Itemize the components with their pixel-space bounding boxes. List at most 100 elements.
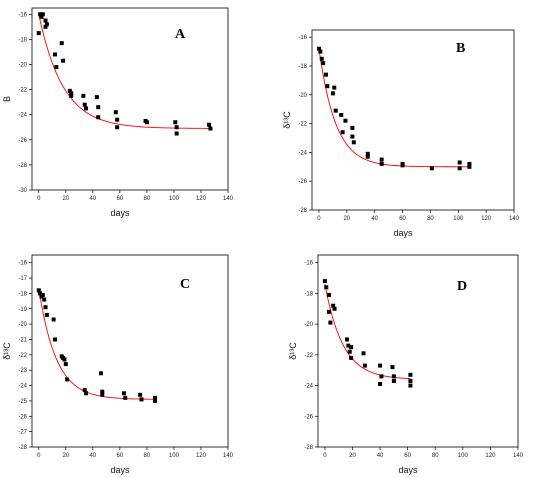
data-point — [69, 91, 74, 96]
y-tick-label: -19 — [18, 307, 27, 313]
y-tick-label: -18 — [304, 291, 313, 297]
y-tick-label: -24 — [298, 150, 307, 156]
data-point — [44, 312, 49, 317]
data-point — [173, 120, 178, 125]
fit-curve — [38, 14, 212, 129]
x-tick-label: 80 — [427, 216, 434, 222]
y-tick-label: -16 — [18, 12, 27, 18]
data-point — [457, 166, 462, 171]
data-point — [391, 378, 396, 383]
y-tick-label: -20 — [304, 322, 313, 328]
y-tick-label: -26 — [18, 138, 27, 144]
x-axis-label: days — [398, 465, 418, 475]
panel-letter: D — [457, 279, 467, 294]
plot-frame — [31, 7, 229, 191]
x-tick-label: 140 — [223, 453, 234, 459]
data-point — [349, 355, 354, 360]
plot-frame — [31, 254, 229, 448]
data-point — [43, 18, 48, 23]
x-tick-label: 0 — [323, 453, 327, 459]
data-point — [69, 93, 74, 98]
y-tick-label: -22 — [18, 88, 27, 94]
y-tick-label: -30 — [18, 188, 27, 194]
data-point — [38, 291, 43, 296]
data-point — [324, 285, 329, 290]
data-point — [347, 349, 352, 354]
data-point — [332, 85, 337, 90]
x-tick-label: 140 — [513, 453, 524, 459]
data-point — [153, 395, 158, 400]
y-tick-label: -25 — [18, 399, 27, 405]
data-point — [81, 93, 86, 98]
y-tick-label: -20 — [298, 93, 307, 99]
data-point — [330, 91, 335, 96]
data-point — [332, 306, 337, 311]
x-axis-label: days — [110, 465, 130, 475]
chart-panel-a: 0 20 40 60 80 100 120 140 -30 -28 -26 -24 -22 -20 -18 -… — [2, 7, 234, 218]
x-tick-label: 20 — [343, 216, 350, 222]
y-tick-label: -16 — [304, 261, 313, 267]
data-point — [361, 351, 366, 356]
y-tick-label: -28 — [18, 445, 27, 451]
data-point — [94, 95, 99, 100]
data-point — [42, 297, 47, 302]
x-tick-label: 20 — [62, 453, 69, 459]
x-tick-label: 120 — [196, 453, 207, 459]
data-point — [84, 106, 89, 111]
x-tick-label: 20 — [349, 453, 356, 459]
y-tick-label: -18 — [18, 37, 27, 43]
data-point — [379, 161, 384, 166]
data-point — [339, 112, 344, 117]
x-tick-label: 100 — [169, 453, 180, 459]
data-point — [67, 88, 72, 93]
x-tick-label: 60 — [399, 216, 406, 222]
data-point — [327, 292, 332, 297]
data-point — [174, 125, 179, 130]
data-point — [96, 105, 101, 110]
x-tick-label: 100 — [453, 216, 464, 222]
y-tick-label: -26 — [18, 414, 27, 420]
data-point — [54, 64, 59, 69]
data-point — [113, 110, 118, 115]
data-point — [316, 46, 321, 51]
y-tick-label: -28 — [18, 163, 27, 169]
data-point — [327, 309, 332, 314]
x-tick-label: 40 — [371, 216, 378, 222]
data-point — [350, 125, 355, 130]
x-tick-label: 40 — [89, 453, 96, 459]
y-tick-label: -16 — [298, 35, 307, 41]
data-point — [52, 52, 57, 57]
data-point — [153, 398, 158, 403]
data-point — [43, 305, 48, 310]
y-tick-label: -26 — [304, 414, 313, 420]
data-point — [362, 363, 367, 368]
x-tick-label: 0 — [317, 216, 321, 222]
x-tick-label: 60 — [117, 453, 124, 459]
plot-frame — [311, 29, 515, 211]
y-tick-label: -22 — [298, 122, 307, 128]
y-tick-label: -24 — [18, 113, 27, 119]
data-point — [40, 292, 45, 297]
x-tick-label: 120 — [485, 453, 496, 459]
y-axis-label: δ¹³C — [2, 342, 12, 360]
data-point — [365, 151, 370, 156]
data-point — [391, 374, 396, 379]
data-point — [115, 125, 120, 130]
data-point — [379, 374, 384, 379]
x-tick-label: 80 — [144, 196, 151, 202]
y-axis-label: B — [2, 96, 12, 102]
x-tick-label: 100 — [458, 453, 469, 459]
data-point — [322, 279, 327, 284]
data-point — [351, 140, 356, 145]
y-tick-label: -24 — [18, 384, 27, 390]
data-point — [207, 122, 212, 127]
panel-letter: A — [175, 27, 186, 42]
x-tick-label: 120 — [196, 196, 207, 202]
y-tick-label: -20 — [18, 322, 27, 328]
data-point — [43, 24, 48, 29]
chart-panel-d: 0 20 40 60 80 100 120 140 -28 -26 -24 -22 -20 -18 -16 d… — [288, 254, 524, 475]
x-tick-label: 140 — [223, 196, 234, 202]
data-point — [340, 130, 345, 135]
data-point — [321, 61, 326, 66]
